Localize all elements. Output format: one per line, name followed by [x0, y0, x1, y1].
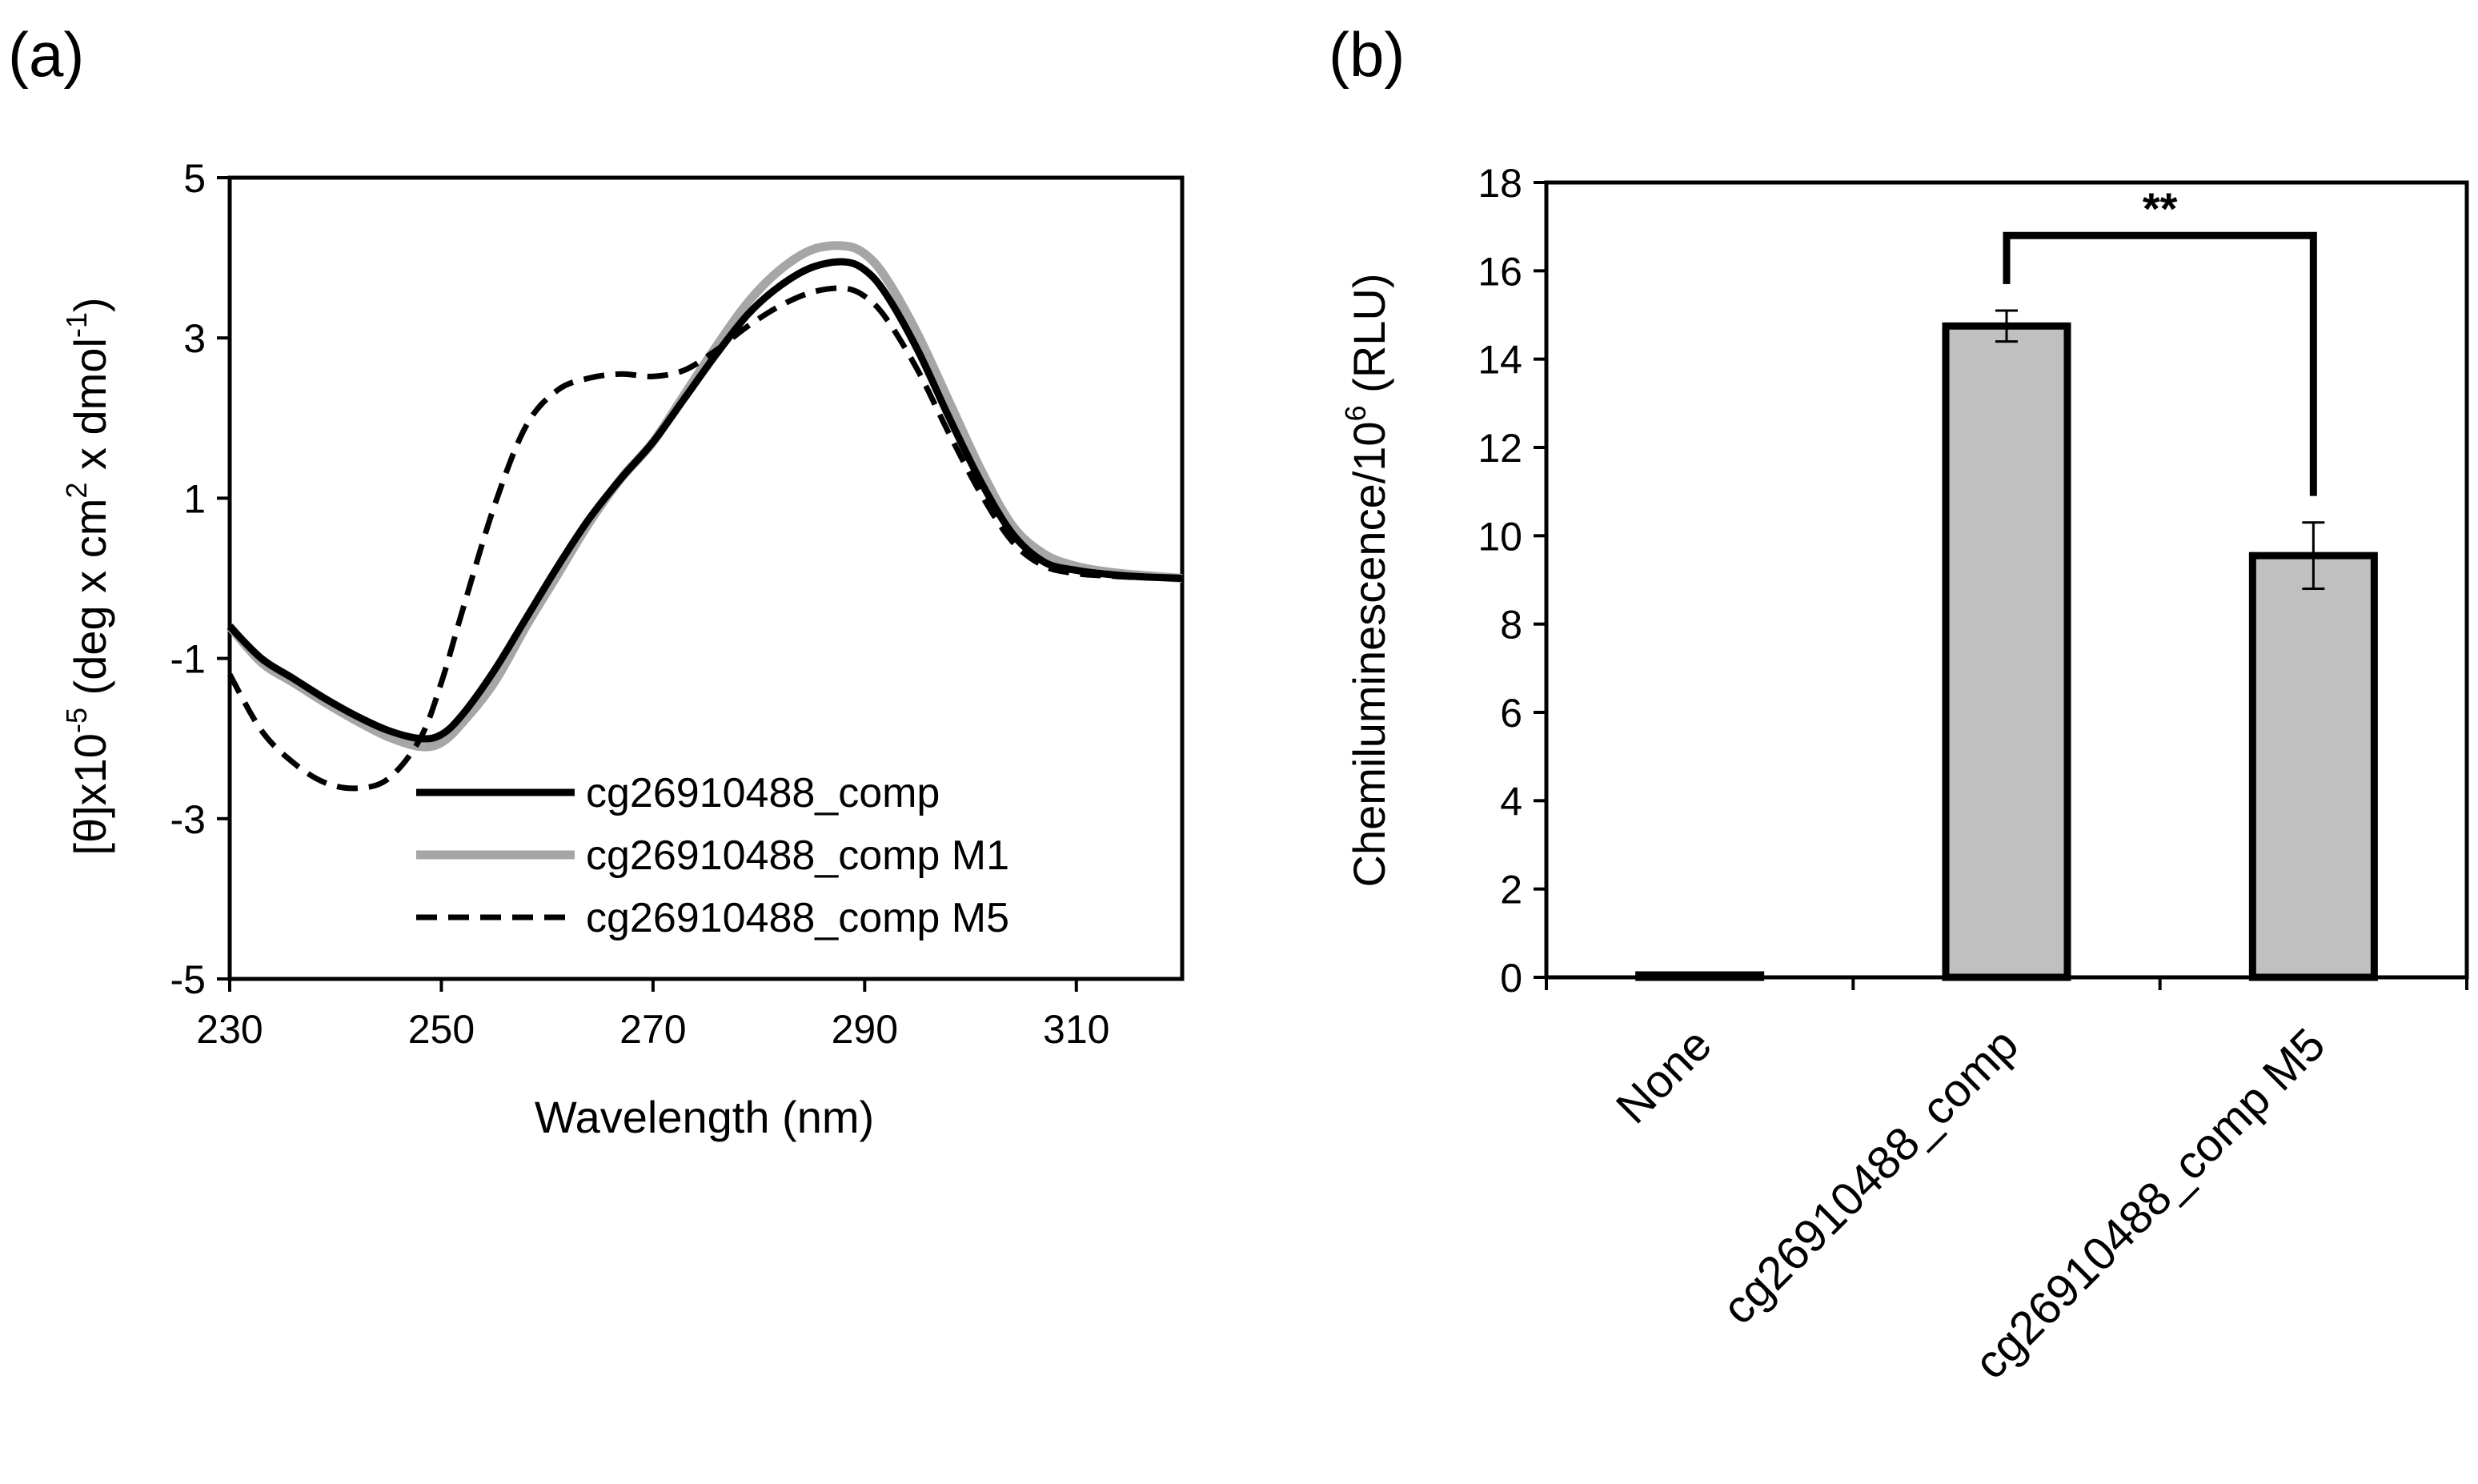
- significance-line: [2003, 231, 2317, 496]
- y-axis-label-a: [θ]x10-5 (deg x cm2 x dmol-1): [60, 297, 115, 855]
- y-axis-ticks-b: 0 2 4 6 8 10 12 14 16 18: [1478, 161, 1546, 1001]
- y-tick-label: 2: [1500, 868, 1522, 912]
- panel-b-label: (b): [1329, 19, 1405, 90]
- chart-panel-a: (a) 5 3 1 -1 -3 -5 230 250 270 290 310 Wavelength…: [8, 19, 1185, 1142]
- category-label-2: cg26910488_comp: [1712, 1018, 2028, 1334]
- series-lines-a: [226, 241, 1183, 792]
- y-tick-label: -3: [170, 797, 206, 842]
- x-axis-ticks-a: 230 250 270 290 310: [196, 979, 1109, 1052]
- legend-label-3: cg26910488_comp M5: [586, 895, 1009, 941]
- series-line-1: [227, 258, 1183, 743]
- y-axis-label-b: Chemiluminescence/106 (RLU): [1339, 274, 1394, 888]
- category-label-3: cg26910488_comp M5: [1964, 1018, 2335, 1389]
- series-line-2: [226, 241, 1183, 752]
- legend-a: cg26910488_comp cg26910488_comp M1 cg26910…: [416, 770, 1009, 941]
- bars-b: [1635, 309, 2378, 981]
- x-tick-label: 250: [408, 1007, 475, 1052]
- y-tick-label: 5: [183, 156, 206, 201]
- y-tick-label: 18: [1478, 161, 1522, 206]
- bar-1: [1635, 971, 1765, 981]
- x-tick-label: 290: [832, 1007, 898, 1052]
- y-tick-label: 4: [1500, 779, 1522, 824]
- panel-a-label: (a): [8, 19, 84, 90]
- y-tick-label: 3: [183, 316, 206, 361]
- bar-3: [2248, 551, 2378, 981]
- chart-panel-b: (b) 0 2 4 6 8 10 12 14 16 18 ** Chemiluminescence…: [1329, 19, 2469, 1389]
- x-tick-label: 230: [196, 1007, 263, 1052]
- x-axis-label-a: Wavelength (nm): [535, 1092, 874, 1142]
- y-tick-label: 16: [1478, 249, 1522, 294]
- significance-label: **: [2143, 183, 2178, 234]
- legend-label-2: cg26910488_comp M1: [586, 832, 1009, 879]
- y-tick-label: 10: [1478, 514, 1522, 559]
- bar-2: [1942, 322, 2071, 981]
- x-tick-label: 270: [620, 1007, 686, 1052]
- y-tick-label: -1: [170, 637, 206, 682]
- y-tick-label: 14: [1478, 338, 1522, 383]
- x-axis-ticks-b: [1545, 977, 2468, 990]
- legend-label-1: cg26910488_comp: [586, 770, 940, 816]
- y-tick-label: 12: [1478, 426, 1522, 471]
- y-tick-label: 8: [1500, 603, 1522, 648]
- x-tick-label: 310: [1043, 1007, 1109, 1052]
- series-line-3: [227, 285, 1183, 792]
- significance-bracket: **: [2003, 183, 2317, 496]
- y-tick-label: -5: [170, 957, 206, 1002]
- y-tick-label: 1: [183, 476, 206, 521]
- y-tick-label: 0: [1500, 956, 1522, 1001]
- y-axis-ticks-a: 5 3 1 -1 -3 -5: [170, 156, 230, 1002]
- category-label-1: None: [1606, 1018, 1722, 1133]
- y-tick-label: 6: [1500, 691, 1522, 736]
